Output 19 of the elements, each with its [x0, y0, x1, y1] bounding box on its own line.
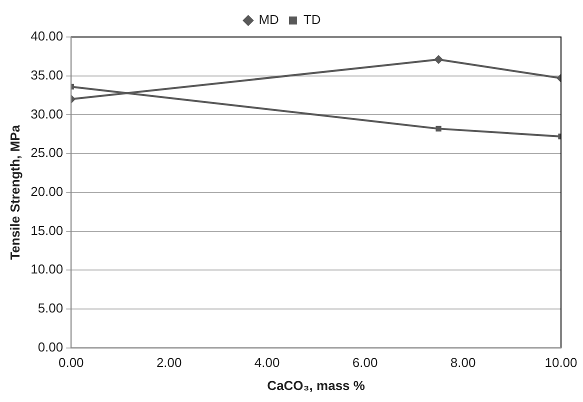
x-tick-label: 8.00 [450, 355, 476, 370]
y-tick-label: 25.00 [30, 145, 64, 160]
y-axis-title: Tensile Strength, MPa [7, 124, 22, 260]
x-tick-label: 2.00 [156, 355, 182, 370]
legend-label: MD [258, 12, 279, 28]
y-tick-label: 30.00 [30, 106, 64, 122]
y-tick-label: 20.00 [30, 184, 64, 199]
y-tick-label: 10.00 [30, 262, 64, 277]
x-tick-label: 10.00 [544, 355, 578, 370]
y-tick-label: 0.00 [38, 339, 64, 354]
legend-label: TD [303, 12, 321, 28]
y-tick-label: 35.00 [30, 67, 64, 82]
y-tick-label: 15.00 [30, 222, 64, 238]
x-axis-title: CaCO₃, mass % [267, 378, 366, 393]
x-tick-label: 4.00 [254, 355, 280, 370]
x-tick-label: 0.00 [58, 355, 84, 370]
y-tick-label: 40.00 [30, 28, 64, 44]
x-tick-label: 6.00 [352, 355, 378, 370]
y-tick-label: 5.00 [38, 300, 64, 316]
